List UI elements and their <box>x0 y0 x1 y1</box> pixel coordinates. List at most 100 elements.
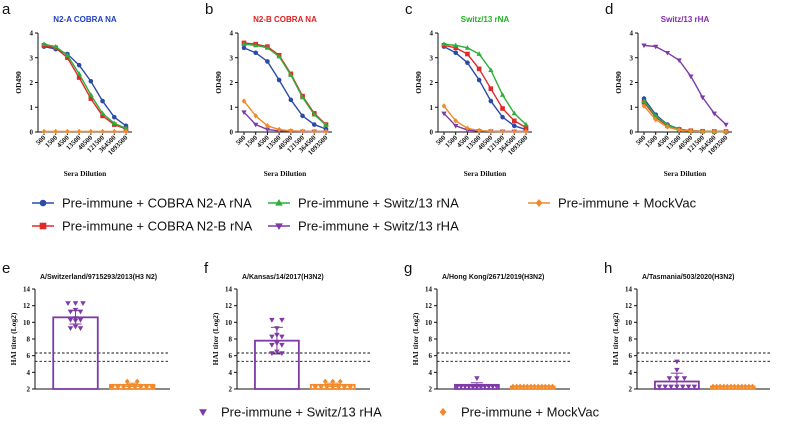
y-tick-label: 4 <box>629 369 633 377</box>
legend-item-mock: Pre-immune + MockVac <box>528 196 697 211</box>
data-point <box>488 98 494 104</box>
data-point <box>511 110 517 116</box>
series-mock <box>41 128 129 135</box>
data-point <box>499 92 506 97</box>
y-tick-label: 6 <box>629 352 633 360</box>
y-tick-label: 10 <box>625 319 633 327</box>
series-switzha <box>641 43 729 128</box>
data-point <box>476 51 482 56</box>
data-point <box>149 383 155 390</box>
y-tick-label: 14 <box>625 286 633 294</box>
data-point <box>691 384 698 390</box>
data-point <box>441 103 447 109</box>
y-tick-label: 8 <box>429 336 433 344</box>
data-point <box>711 128 717 135</box>
panel-e: e A/Switzerland/9715293/2013(H3 N2) 2 4 6 8 10… <box>2 260 170 394</box>
data-point <box>53 128 59 135</box>
data-point <box>269 334 275 340</box>
data-point <box>264 127 271 133</box>
data-point <box>453 123 459 129</box>
y-tick-label: 4 <box>430 30 434 38</box>
data-point <box>641 98 647 103</box>
data-point <box>67 326 74 332</box>
data-point <box>542 383 548 390</box>
data-point <box>641 103 647 109</box>
data-point <box>241 110 247 115</box>
data-point <box>253 42 259 48</box>
data-point <box>453 42 459 48</box>
series-mock <box>441 103 529 135</box>
data-point <box>274 326 280 332</box>
y-tick-label: 12 <box>425 302 433 310</box>
legend-label: Pre-immune + MockVac <box>461 405 600 420</box>
y-axis-label: OD490 <box>414 71 423 94</box>
series-line <box>443 43 527 126</box>
data-point <box>465 60 470 65</box>
data-point <box>441 111 447 117</box>
data-point <box>721 383 727 390</box>
y-tick-label: 2 <box>430 79 434 87</box>
y-tick-label: 2 <box>229 386 233 394</box>
data-point <box>482 384 488 390</box>
data-point <box>269 342 275 348</box>
data-point <box>488 67 494 72</box>
data-point <box>330 378 336 385</box>
hai-panels: e A/Switzerland/9715293/2013(H3 N2) 2 4 6 8 10… <box>2 260 770 394</box>
data-point <box>99 110 106 116</box>
y-tick-label: 0 <box>430 129 434 137</box>
x-axis-label: Sera Dilution <box>264 169 308 178</box>
legend-item-switzha: Pre-immune + Switz/13 rHA <box>268 219 459 234</box>
legend-item-mock: Pre-immune + MockVac <box>439 405 600 420</box>
y-tick-label: 8 <box>629 336 633 344</box>
data-point <box>478 384 484 390</box>
data-point <box>488 86 494 91</box>
data-point <box>710 383 716 390</box>
data-point <box>311 111 317 117</box>
data-point <box>241 98 247 104</box>
data-point <box>476 127 482 134</box>
series-switzna <box>41 41 129 131</box>
y-axis-label: HAI titer (Log2) <box>9 312 18 365</box>
series-mock <box>641 103 729 135</box>
y-axis-label: HAI titer (Log2) <box>211 312 220 365</box>
data-point <box>111 128 117 135</box>
data-point <box>685 384 692 390</box>
data-point <box>138 383 144 390</box>
y-tick-label: 8 <box>27 336 31 344</box>
data-point <box>65 55 70 61</box>
data-point <box>300 128 305 135</box>
data-point <box>674 376 680 382</box>
data-point <box>77 326 84 332</box>
y-tick-label: 4 <box>30 30 34 38</box>
data-point <box>723 128 729 135</box>
data-point <box>668 384 674 390</box>
data-point <box>732 383 737 390</box>
data-point <box>550 383 555 390</box>
y-tick-label: 8 <box>229 336 233 344</box>
data-point <box>276 77 282 83</box>
data-point <box>100 113 105 119</box>
data-point <box>65 128 70 135</box>
data-point <box>666 376 673 382</box>
data-point <box>299 94 306 100</box>
data-point <box>489 384 496 390</box>
data-point <box>510 383 516 390</box>
data-point <box>288 97 294 103</box>
panel-title: A/Kansas/14/2017(H3N2) <box>242 274 324 281</box>
data-point <box>511 128 517 135</box>
legend-item-n2b: Pre-immune + COBRA N2-B rNA <box>32 219 253 234</box>
data-point <box>458 384 464 390</box>
data-point <box>470 384 476 390</box>
data-point <box>134 378 140 385</box>
data-point <box>124 378 130 385</box>
data-point <box>279 342 285 348</box>
panel-title: A/Tasmania/503/2020(H3N2) <box>642 274 734 281</box>
data-point <box>539 383 545 390</box>
data-point <box>500 114 505 120</box>
y-tick-label: 4 <box>229 369 233 377</box>
data-point <box>485 384 492 390</box>
data-point <box>532 383 537 390</box>
data-point <box>76 128 82 135</box>
data-point <box>474 384 480 390</box>
